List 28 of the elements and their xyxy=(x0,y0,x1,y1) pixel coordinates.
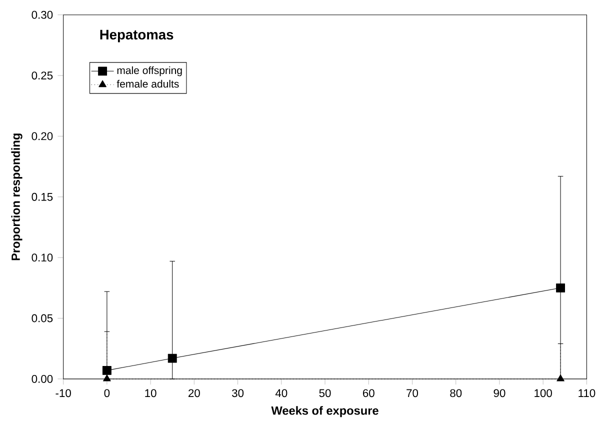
x-tick-label: 110 xyxy=(578,389,596,397)
x-tick-label: 100 xyxy=(534,389,552,397)
text: Hepatomas xyxy=(100,30,174,42)
x-tick-label: 50 xyxy=(319,389,331,397)
point xyxy=(168,354,177,363)
x-tick-label: 60 xyxy=(363,389,374,397)
legend-label: male offspring xyxy=(117,66,182,76)
y-tick-label: 0.15 xyxy=(32,192,53,201)
y-tick-label: 0.20 xyxy=(32,132,53,140)
point xyxy=(102,366,112,375)
point xyxy=(556,283,566,292)
y-tick-label: 0.30 xyxy=(32,10,53,19)
y-tick-label: 0.00 xyxy=(32,374,53,383)
x-tick-label: 30 xyxy=(232,389,244,397)
x-tick-label: 20 xyxy=(188,389,200,397)
y-tick-label: 0.10 xyxy=(32,253,53,262)
x-tick-label: 80 xyxy=(450,389,462,397)
x-tick-label: 10 xyxy=(145,389,156,397)
x-axis-title: Weeks of exposure xyxy=(271,406,378,417)
x-tick-label: 90 xyxy=(494,389,506,397)
x-tick-label: 40 xyxy=(275,389,288,397)
y-axis-title: Proportion responding xyxy=(11,133,22,260)
x-tick-label: 70 xyxy=(406,389,418,397)
x-tick-label: -10 xyxy=(56,389,71,397)
y-tick-label: 0.25 xyxy=(32,71,53,80)
x-tick-label: 0 xyxy=(104,389,110,397)
y-tick-label: 0.05 xyxy=(32,314,53,322)
legend-label: female adults xyxy=(116,80,179,88)
